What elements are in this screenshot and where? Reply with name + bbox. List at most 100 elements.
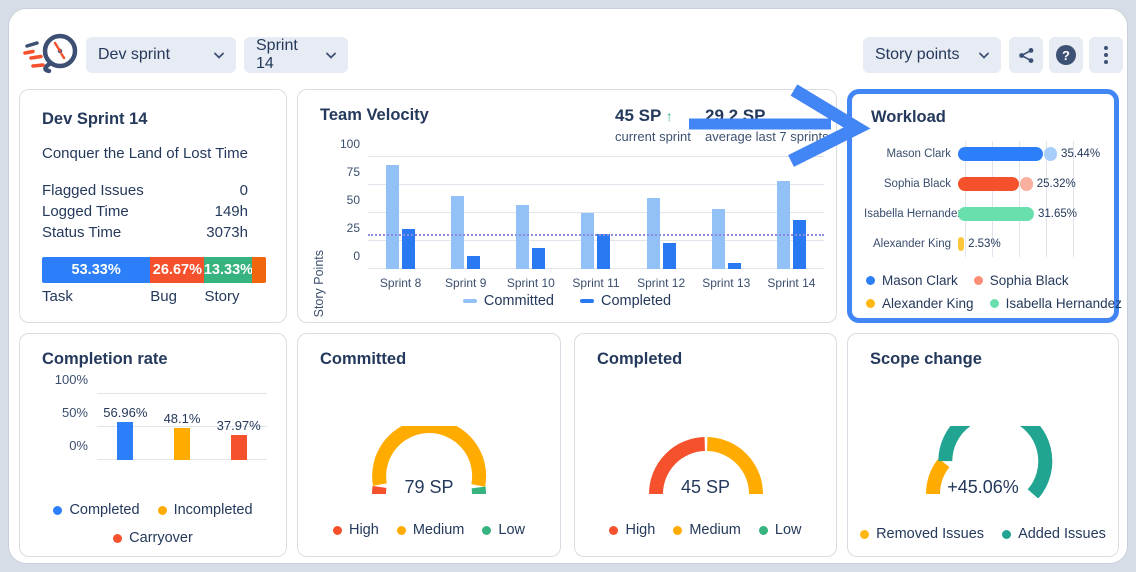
velocity-bar-completed [727, 263, 741, 269]
committed-legend: High Medium Low [298, 522, 560, 538]
committed-value: 79 SP [404, 477, 454, 497]
kpi-current-sprint: 45 SP ↑ current sprint [615, 106, 691, 144]
gridline [368, 184, 824, 185]
legend-dot-icon [866, 276, 875, 285]
scope-change-card: Scope change +45.06% Removed Issues Added… [847, 333, 1119, 557]
x-tick-label: Sprint 10 [506, 276, 555, 290]
stat-value: 0 [239, 182, 248, 199]
velocity-bar-committed [776, 180, 790, 269]
legend-row: Mason Clark Sophia Black [866, 273, 1114, 288]
distribution-segment [252, 257, 266, 283]
workload-bar-cap [1019, 177, 1033, 191]
completion-rate-title: Completion rate [42, 350, 168, 368]
scope-change-gauge: +45.06% [908, 404, 1058, 499]
sprint-summary-card: Dev Sprint 14 Conquer the Land of Lost T… [19, 89, 287, 323]
distribution-segment-label [252, 288, 266, 305]
completion-slot: 56.96% [97, 394, 154, 460]
velocity-bar-completed [662, 243, 676, 269]
distribution-segment: 26.67% [150, 257, 205, 283]
distribution-segment-label: Bug [150, 288, 177, 305]
legend-label: Alexander King [882, 296, 974, 311]
completion-legend-row1: Completed Incompleted [20, 502, 286, 518]
distribution-segment: 13.33% [204, 257, 253, 283]
velocity-bar-committed [386, 164, 400, 269]
velocity-group: Sprint 13 [694, 157, 759, 290]
legend-row: Alexander King Isabella Hernandez [866, 296, 1122, 311]
legend-dot-icon [973, 276, 983, 285]
kpi-average-value: 29.2 SP [705, 106, 766, 125]
legend-item: Mason Clark [866, 273, 958, 288]
y-tick-label: 25 [346, 221, 360, 235]
velocity-bar-committed [711, 208, 725, 269]
workload-bar [958, 207, 1034, 221]
velocity-legend: Committed Completed [298, 293, 836, 309]
help-icon: ? [1056, 45, 1076, 65]
gridline [97, 393, 267, 394]
completion-slot: 37.97% [210, 394, 267, 460]
completed-title: Completed [597, 350, 683, 368]
completion-legend-row2: Carryover [20, 530, 286, 546]
help-button[interactable]: ? [1049, 37, 1083, 73]
legend-label: High [348, 522, 379, 538]
workload-card: Workload Mason Clark 35.44% Sophia Black 25… [847, 89, 1122, 323]
completion-slot: 48.1% [154, 394, 211, 460]
distribution-segment-label: Task [42, 288, 73, 305]
metric-dropdown[interactable]: Story points [863, 37, 1001, 73]
legend-dot-icon [609, 525, 619, 535]
x-tick-label: Sprint 13 [702, 276, 751, 290]
velocity-chart: 0 25 50 75 100 Sprint 8 Sprint 9 Sprint 10 Sprin… [340, 137, 824, 290]
legend-item: Incompleted [157, 502, 253, 518]
legend-dot-icon [332, 525, 342, 535]
gridline [1073, 141, 1074, 257]
legend-dot-icon [758, 525, 768, 535]
scope-change-value: +45.06% [947, 477, 1019, 497]
scope-change-title: Scope change [870, 350, 982, 368]
completion-rate-chart: 0% 50% 100% 56.96% 48.1% 37.97% [55, 372, 267, 460]
completed-gauge: 45 SP [631, 426, 781, 498]
gridline [97, 426, 267, 427]
completion-bars: 56.96% 48.1% 37.97% [97, 394, 267, 460]
kpi-average: 29.2 SP average last 7 sprints [705, 106, 829, 144]
legend-label: Completed [69, 502, 140, 518]
app-logo-stopwatch-icon [23, 33, 78, 74]
y-tick-label: 75 [346, 165, 360, 179]
legend-item: Committed [462, 293, 554, 309]
more-menu-button[interactable] [1089, 37, 1123, 73]
velocity-group: Sprint 8 [368, 157, 433, 290]
metric-dropdown-label: Story points [875, 46, 960, 63]
y-tick-label: 50% [61, 405, 88, 420]
legend-label: Isabella Hernandez [1005, 296, 1122, 311]
sprint-stats: Flagged Issues 0 Logged Time 149h Status Tim… [42, 180, 266, 243]
workload-name: Isabella Hernandez [864, 208, 964, 220]
velocity-group: Sprint 10 [498, 157, 563, 290]
workload-row: Sophia Black 25.32% [864, 169, 1102, 199]
workload-percent: 2.53% [968, 238, 1001, 250]
legend-label: Completed [600, 293, 672, 309]
legend-dot-icon [866, 299, 875, 308]
x-tick-label: Sprint 9 [445, 276, 487, 290]
legend-item: Sophia Black [973, 273, 1069, 288]
workload-legend: Mason Clark Sophia Black Alexander King Isa… [866, 273, 1122, 311]
stat-label: Logged Time [42, 203, 129, 220]
kpi-average-label: average last 7 sprints [705, 129, 829, 144]
velocity-bar-completed [402, 228, 416, 269]
legend-label: High [625, 522, 656, 538]
y-tick-label: 0% [69, 438, 88, 453]
legend-label: Low [498, 522, 525, 538]
stat-label: Status Time [42, 224, 122, 241]
trend-up-icon: ↑ [665, 108, 673, 124]
share-button[interactable] [1009, 37, 1043, 73]
gauge-segment [926, 458, 950, 495]
completed-legend: High Medium Low [575, 522, 836, 538]
workload-bar [958, 147, 1044, 161]
chevron-down-icon [326, 52, 336, 59]
legend-item: High [609, 522, 655, 538]
board-dropdown[interactable]: Dev sprint [86, 37, 236, 73]
workload-row: Isabella Hernandez 31.65% [864, 199, 1102, 229]
legend-dot-icon [860, 529, 870, 539]
workload-name: Mason Clark [886, 148, 951, 160]
stat-value: 3073h [206, 224, 248, 241]
kebab-menu-icon [1104, 46, 1108, 64]
workload-title: Workload [871, 108, 946, 126]
sprint-dropdown[interactable]: Sprint 14 [244, 37, 348, 73]
